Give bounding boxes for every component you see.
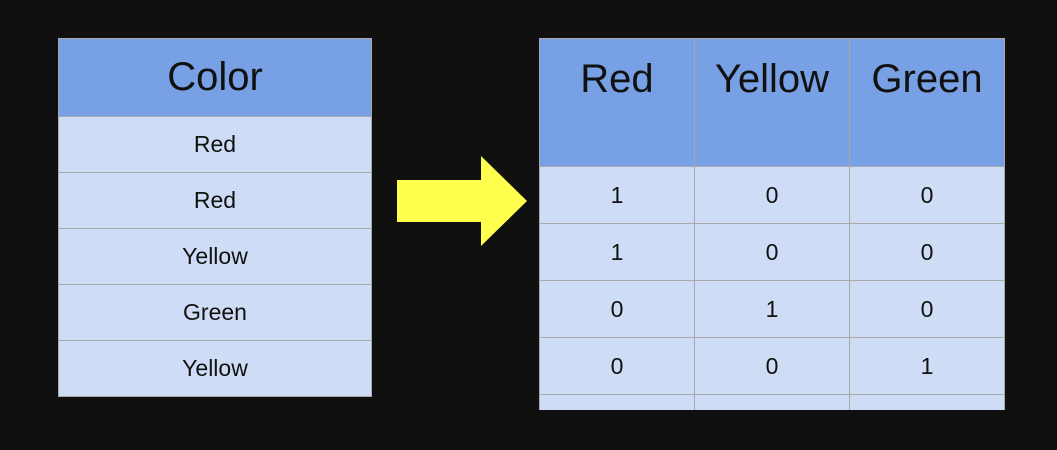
table-row: 1 0 0 bbox=[539, 223, 1005, 281]
red-column-header: Red bbox=[539, 38, 695, 167]
color-cell: Green bbox=[58, 284, 372, 341]
encoded-cell: 0 bbox=[694, 166, 850, 224]
color-category-table: Color Red Red Yellow Green Yellow bbox=[58, 38, 372, 397]
encoded-cell: 0 bbox=[849, 280, 1005, 338]
one-hot-encoded-table: Red Yellow Green 1 0 0 1 0 0 0 1 0 0 bbox=[539, 38, 1005, 410]
table-row: Yellow bbox=[58, 228, 372, 285]
color-cell: Red bbox=[58, 116, 372, 173]
table-row bbox=[539, 394, 1005, 410]
encoded-cell: 0 bbox=[539, 280, 695, 338]
encoded-cell: 1 bbox=[539, 166, 695, 224]
encoded-cell: 0 bbox=[694, 337, 850, 395]
encoded-cell: 0 bbox=[539, 337, 695, 395]
color-column-header: Color bbox=[58, 38, 372, 117]
right-arrow-icon bbox=[397, 156, 527, 246]
color-cell: Red bbox=[58, 172, 372, 229]
encoded-cell: 1 bbox=[539, 223, 695, 281]
table-row: Green bbox=[58, 284, 372, 341]
encoded-cell bbox=[539, 394, 695, 410]
table-row: 0 0 1 bbox=[539, 337, 1005, 395]
encoded-cell: 1 bbox=[849, 337, 1005, 395]
encoded-cell: 0 bbox=[849, 166, 1005, 224]
encoded-cell: 0 bbox=[849, 223, 1005, 281]
one-hot-table-container: Red Yellow Green 1 0 0 1 0 0 0 1 0 0 bbox=[539, 38, 1005, 410]
table-row: 0 1 0 bbox=[539, 280, 1005, 338]
encoded-cell bbox=[849, 394, 1005, 410]
yellow-column-header: Yellow bbox=[694, 38, 850, 167]
table-row: Red bbox=[58, 172, 372, 229]
color-cell: Yellow bbox=[58, 228, 372, 285]
color-cell: Yellow bbox=[58, 340, 372, 397]
table-row: Yellow bbox=[58, 340, 372, 397]
table-row: Red bbox=[58, 116, 372, 173]
encoded-cell bbox=[694, 394, 850, 410]
green-column-header: Green bbox=[849, 38, 1005, 167]
encoded-cell: 0 bbox=[694, 223, 850, 281]
table-row: 1 0 0 bbox=[539, 166, 1005, 224]
encoded-cell: 1 bbox=[694, 280, 850, 338]
